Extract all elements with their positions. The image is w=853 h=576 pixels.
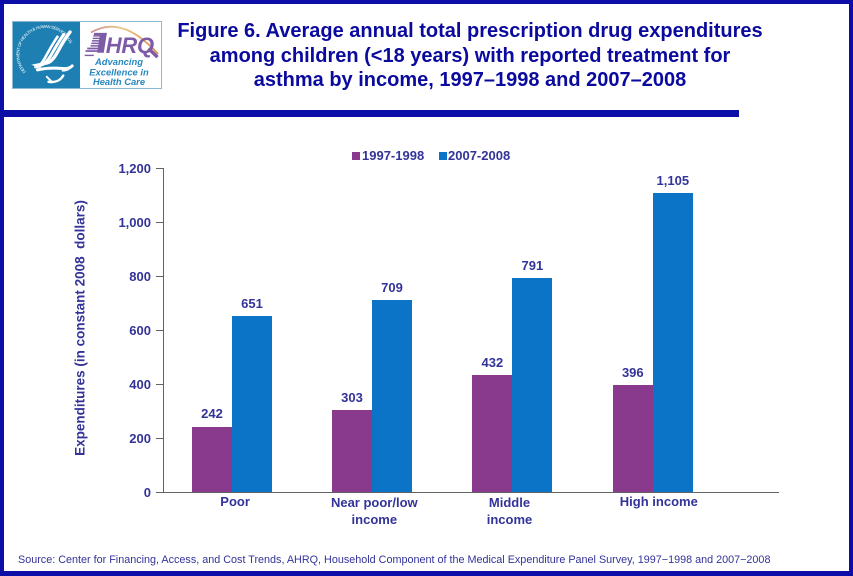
svg-text:HRQ: HRQ (106, 33, 154, 58)
svg-text:Health Care: Health Care (93, 76, 145, 87)
svg-text:Excellence in: Excellence in (89, 67, 149, 78)
svg-text:Advancing: Advancing (94, 56, 143, 67)
